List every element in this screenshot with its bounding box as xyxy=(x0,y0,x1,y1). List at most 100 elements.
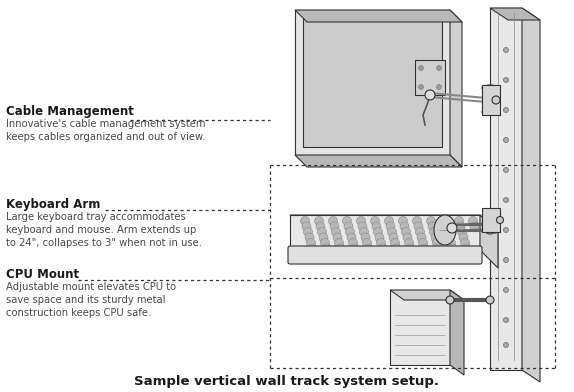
Bar xyxy=(482,85,500,115)
Circle shape xyxy=(436,85,441,89)
Circle shape xyxy=(503,47,509,53)
Circle shape xyxy=(447,238,456,247)
Circle shape xyxy=(398,216,408,225)
Circle shape xyxy=(503,107,509,113)
Circle shape xyxy=(455,216,463,225)
Circle shape xyxy=(359,227,369,236)
Polygon shape xyxy=(450,10,462,167)
Ellipse shape xyxy=(482,85,498,91)
Circle shape xyxy=(315,216,324,225)
Circle shape xyxy=(434,244,443,253)
Circle shape xyxy=(432,238,441,247)
Circle shape xyxy=(503,78,509,82)
Circle shape xyxy=(305,233,314,242)
Circle shape xyxy=(417,233,426,242)
Circle shape xyxy=(460,238,470,247)
Circle shape xyxy=(385,216,394,225)
Circle shape xyxy=(304,227,312,236)
Circle shape xyxy=(503,138,509,143)
Circle shape xyxy=(503,258,509,263)
Text: Sample vertical wall track system setup.: Sample vertical wall track system setup. xyxy=(134,375,440,388)
Circle shape xyxy=(302,222,311,231)
Circle shape xyxy=(363,238,371,247)
Circle shape xyxy=(400,222,409,231)
Circle shape xyxy=(333,233,342,242)
Text: CPU Mount: CPU Mount xyxy=(6,268,79,281)
Circle shape xyxy=(425,90,435,100)
Polygon shape xyxy=(522,8,540,382)
Circle shape xyxy=(416,227,425,236)
Circle shape xyxy=(320,238,329,247)
Polygon shape xyxy=(290,250,480,255)
Polygon shape xyxy=(390,290,450,365)
Circle shape xyxy=(503,227,509,232)
Text: Large keyboard tray accommodates
keyboard and mouse. Arm extends up
to 24", coll: Large keyboard tray accommodates keyboar… xyxy=(6,212,202,249)
Circle shape xyxy=(484,222,496,234)
Polygon shape xyxy=(415,60,445,95)
Circle shape xyxy=(497,216,503,223)
Circle shape xyxy=(344,222,353,231)
Circle shape xyxy=(370,216,379,225)
Circle shape xyxy=(317,227,327,236)
Circle shape xyxy=(413,216,421,225)
Circle shape xyxy=(401,227,410,236)
Circle shape xyxy=(330,222,339,231)
Circle shape xyxy=(322,244,331,253)
Circle shape xyxy=(308,244,317,253)
Polygon shape xyxy=(480,215,498,268)
Polygon shape xyxy=(295,10,450,155)
Circle shape xyxy=(503,167,509,172)
Circle shape xyxy=(343,216,351,225)
Circle shape xyxy=(490,223,500,233)
Circle shape xyxy=(301,216,309,225)
FancyBboxPatch shape xyxy=(288,246,482,264)
Polygon shape xyxy=(303,18,442,147)
Circle shape xyxy=(328,216,338,225)
Circle shape xyxy=(503,198,509,203)
Circle shape xyxy=(418,65,424,71)
Circle shape xyxy=(332,227,340,236)
Polygon shape xyxy=(390,290,464,300)
Circle shape xyxy=(459,233,468,242)
Circle shape xyxy=(444,227,452,236)
Circle shape xyxy=(414,222,423,231)
Circle shape xyxy=(492,96,500,104)
Circle shape xyxy=(426,216,436,225)
Circle shape xyxy=(446,296,454,304)
Circle shape xyxy=(307,238,316,247)
Circle shape xyxy=(428,222,437,231)
Ellipse shape xyxy=(434,215,456,245)
Circle shape xyxy=(386,222,395,231)
Circle shape xyxy=(431,233,440,242)
Circle shape xyxy=(486,296,494,304)
Ellipse shape xyxy=(482,109,498,115)
Circle shape xyxy=(456,222,465,231)
Circle shape xyxy=(316,222,325,231)
Text: Keyboard Arm: Keyboard Arm xyxy=(6,198,100,211)
Circle shape xyxy=(389,233,398,242)
Circle shape xyxy=(468,216,478,225)
Circle shape xyxy=(457,227,467,236)
Circle shape xyxy=(346,227,355,236)
Circle shape xyxy=(387,227,397,236)
Circle shape xyxy=(378,244,387,253)
Text: Innovative's cable management system
keeps cables organized and out of view.: Innovative's cable management system kee… xyxy=(6,119,205,142)
Circle shape xyxy=(374,227,382,236)
Circle shape xyxy=(420,244,429,253)
Circle shape xyxy=(348,238,358,247)
Polygon shape xyxy=(450,290,464,375)
Circle shape xyxy=(445,233,454,242)
Circle shape xyxy=(377,238,386,247)
Circle shape xyxy=(406,244,415,253)
Circle shape xyxy=(335,238,343,247)
Circle shape xyxy=(390,238,400,247)
Bar xyxy=(482,208,500,232)
Circle shape xyxy=(440,216,449,225)
Circle shape xyxy=(470,222,479,231)
Polygon shape xyxy=(295,155,462,167)
Circle shape xyxy=(448,244,457,253)
Polygon shape xyxy=(290,215,480,250)
Circle shape xyxy=(375,233,384,242)
Circle shape xyxy=(319,233,328,242)
Circle shape xyxy=(364,244,373,253)
